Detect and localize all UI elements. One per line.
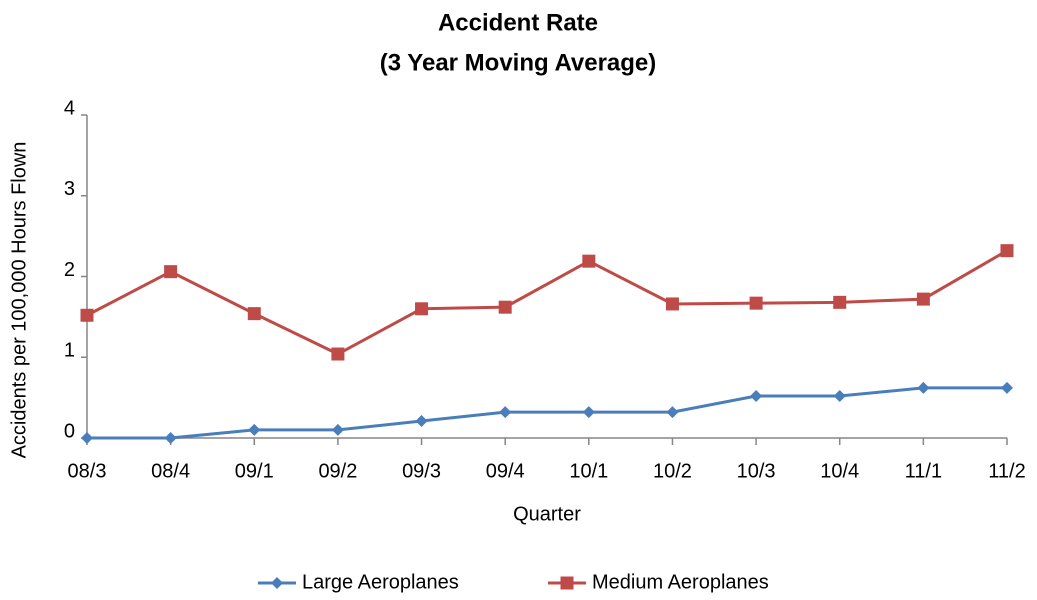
marker — [1001, 381, 1013, 394]
marker — [917, 381, 930, 394]
x-tick-label: 09/3 — [402, 460, 441, 482]
legend-label: Large Aeroplanes — [302, 571, 459, 593]
x-tick-label: 08/4 — [151, 460, 190, 482]
x-tick-label: 10/1 — [569, 460, 608, 482]
marker — [560, 576, 574, 590]
x-tick-label: 09/4 — [486, 460, 525, 482]
marker — [164, 265, 178, 279]
marker — [80, 308, 94, 322]
marker — [164, 432, 177, 444]
legend-label: Medium Aeroplanes — [592, 571, 769, 593]
x-tick-label: 10/4 — [820, 460, 859, 482]
x-tick-label: 09/2 — [318, 460, 357, 482]
marker — [665, 297, 679, 311]
marker — [415, 415, 428, 428]
series-line — [86, 249, 1008, 356]
marker — [749, 296, 763, 310]
marker — [1000, 244, 1014, 258]
x-tick-label: 10/3 — [737, 460, 776, 482]
y-tick-label: 3 — [64, 178, 75, 200]
chart-subtitle: (3 Year Moving Average) — [380, 49, 657, 76]
y-tick-label: 4 — [64, 97, 75, 119]
y-tick-label: 1 — [64, 340, 75, 362]
marker — [247, 307, 261, 321]
marker — [750, 390, 763, 403]
marker — [331, 347, 345, 361]
marker — [331, 423, 344, 436]
marker — [415, 302, 429, 316]
x-axis-label: Quarter — [513, 503, 581, 525]
series-line — [87, 386, 1007, 440]
marker — [499, 406, 512, 419]
marker — [582, 406, 595, 419]
x-tick-label: 08/3 — [68, 460, 107, 482]
marker — [271, 577, 283, 589]
marker — [582, 254, 596, 268]
marker — [833, 390, 846, 403]
x-tick-label: 09/1 — [235, 460, 274, 482]
marker — [666, 406, 679, 419]
x-tick-label: 10/2 — [653, 460, 692, 482]
marker — [916, 292, 930, 306]
marker — [833, 295, 847, 309]
y-tick-label: 0 — [64, 420, 75, 442]
chart-title: Accident Rate — [438, 9, 598, 36]
marker — [498, 300, 512, 314]
y-axis-label: Accidents per 100,000 Hours Flown — [8, 142, 30, 459]
x-tick-label: 11/1 — [905, 460, 942, 482]
x-tick-label: 11/2 — [988, 460, 1025, 482]
marker — [248, 423, 261, 436]
y-tick-label: 2 — [64, 259, 75, 281]
marker — [81, 432, 93, 444]
